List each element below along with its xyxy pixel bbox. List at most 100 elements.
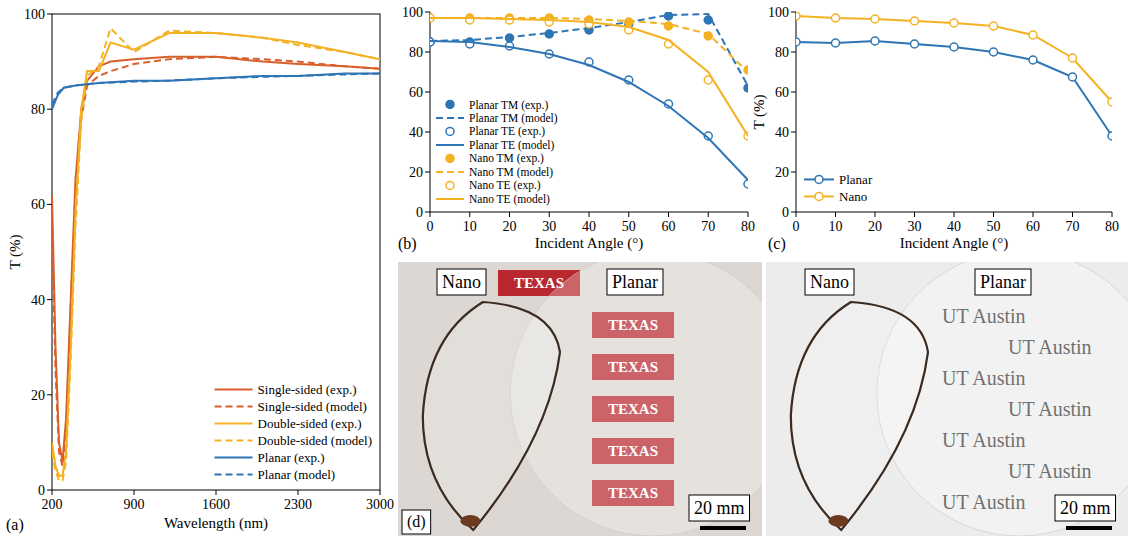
x-tick bbox=[469, 212, 470, 217]
y-tick-label: 0 bbox=[782, 205, 789, 220]
panel-label-box bbox=[402, 510, 431, 534]
x-tick-label: 80 bbox=[741, 219, 755, 234]
y-tick-label: 40 bbox=[409, 125, 423, 140]
x-tick bbox=[1112, 212, 1113, 217]
y-tick bbox=[425, 52, 430, 53]
x-tick-label: 60 bbox=[662, 219, 676, 234]
data-point bbox=[1029, 56, 1037, 64]
legend-line bbox=[215, 473, 253, 475]
data-point bbox=[744, 180, 748, 188]
x-tick bbox=[914, 212, 915, 217]
series-line bbox=[796, 16, 1112, 102]
sample-label: Nano bbox=[442, 272, 481, 292]
x-tick bbox=[509, 212, 510, 217]
y-tick bbox=[791, 172, 796, 173]
legend-label: Single-sided (model) bbox=[258, 399, 367, 414]
legend-label: Nano bbox=[839, 189, 867, 204]
panel-label: (a) bbox=[6, 516, 24, 534]
x-tick-label: 1600 bbox=[202, 497, 230, 512]
series-line bbox=[52, 74, 380, 110]
x-tick-label: 2300 bbox=[284, 497, 312, 512]
series-line bbox=[52, 33, 380, 476]
data-point bbox=[744, 84, 748, 92]
y-tick-label: 40 bbox=[31, 293, 45, 308]
x-tick bbox=[430, 212, 431, 217]
x-tick-label: 50 bbox=[987, 219, 1001, 234]
y-tick-label: 80 bbox=[775, 45, 789, 60]
x-tick-label: 60 bbox=[1026, 219, 1040, 234]
legend-label: Single-sided (exp.) bbox=[258, 382, 357, 397]
x-tick-label: 10 bbox=[463, 219, 477, 234]
x-tick bbox=[628, 212, 629, 217]
y-tick-label: 100 bbox=[402, 5, 423, 20]
y-tick-label: 100 bbox=[24, 7, 45, 22]
y-tick-label: 60 bbox=[409, 85, 423, 100]
photo-labels: NanoPlanar20 mm(d) bbox=[402, 269, 750, 534]
legend-marker bbox=[815, 192, 823, 200]
legend: Planar TM (exp.)Planar TM (model)Planar … bbox=[436, 99, 558, 207]
legend-label: Planar (exp.) bbox=[258, 450, 325, 465]
scale-bar-label: 20 mm bbox=[694, 498, 745, 518]
y-tick bbox=[47, 490, 52, 491]
chart-panel: 01020304050607080020406080100Incident An… bbox=[398, 5, 755, 253]
legend: PlanarNano bbox=[804, 172, 873, 204]
photo-background: UT AustinUT AustinUT AustinUT AustinUT A… bbox=[766, 262, 1128, 536]
data-group bbox=[796, 12, 1112, 140]
y-tick bbox=[47, 204, 52, 205]
y-axis-title: T (%) bbox=[751, 94, 768, 129]
sample-label-box bbox=[975, 269, 1031, 295]
x-tick-label: 70 bbox=[1066, 219, 1080, 234]
data-group bbox=[430, 12, 748, 188]
y-tick bbox=[47, 394, 52, 395]
plot-frame bbox=[52, 14, 380, 490]
legend-line bbox=[436, 117, 464, 119]
x-tick-label: 40 bbox=[947, 219, 961, 234]
sample-label: Nano bbox=[810, 272, 849, 292]
data-point bbox=[871, 15, 879, 23]
panel-label: (d) bbox=[407, 513, 426, 531]
photo-labels: NanoPlanar20 mm bbox=[805, 269, 1116, 528]
x-axis-title: Wavelength (nm) bbox=[164, 515, 268, 532]
legend-label: Nano TE (exp.) bbox=[469, 180, 541, 193]
legend-label: Double-sided (exp.) bbox=[258, 416, 362, 431]
data-point bbox=[1069, 73, 1077, 81]
panel-label: (c) bbox=[768, 235, 786, 253]
series-line bbox=[430, 18, 748, 136]
y-tick-label: 0 bbox=[416, 205, 423, 220]
y-tick-label: 20 bbox=[775, 165, 789, 180]
sample-label: Planar bbox=[980, 272, 1026, 292]
series-line bbox=[52, 74, 380, 105]
legend-marker bbox=[815, 175, 823, 183]
legend-label: Nano TM (model) bbox=[469, 166, 553, 179]
legend-marker bbox=[446, 127, 454, 135]
data-point bbox=[796, 38, 800, 46]
x-tick-label: 10 bbox=[829, 219, 843, 234]
data-point bbox=[796, 12, 800, 20]
photo-background: TEXASTEXASTEXASTEXASTEXASTEXAS bbox=[398, 262, 762, 536]
y-tick-label: 60 bbox=[775, 85, 789, 100]
legend-line bbox=[215, 388, 253, 390]
legend-line bbox=[215, 405, 253, 407]
data-point bbox=[950, 19, 958, 27]
samples bbox=[791, 262, 1128, 536]
legend-marker bbox=[446, 100, 454, 108]
x-tick-label: 70 bbox=[701, 219, 715, 234]
legend-label: Nano TE (model) bbox=[469, 193, 550, 206]
scale-bar bbox=[700, 526, 746, 530]
legend-line bbox=[215, 439, 253, 441]
series-line bbox=[52, 28, 380, 480]
y-tick-label: 20 bbox=[409, 165, 423, 180]
x-tick bbox=[380, 490, 381, 495]
legend-line bbox=[436, 144, 464, 146]
y-tick bbox=[425, 132, 430, 133]
x-axis-title: Incident Angle (°) bbox=[535, 235, 643, 252]
x-tick-label: 200 bbox=[42, 497, 63, 512]
legend-label: Planar (model) bbox=[258, 467, 336, 482]
scale-bar-label-box bbox=[1055, 495, 1116, 521]
x-tick-label: 900 bbox=[124, 497, 145, 512]
legend-marker bbox=[446, 154, 454, 162]
data-point bbox=[1108, 132, 1112, 140]
scale-bar-label-box bbox=[689, 495, 750, 521]
data-point bbox=[990, 48, 998, 56]
data-point bbox=[832, 14, 840, 22]
